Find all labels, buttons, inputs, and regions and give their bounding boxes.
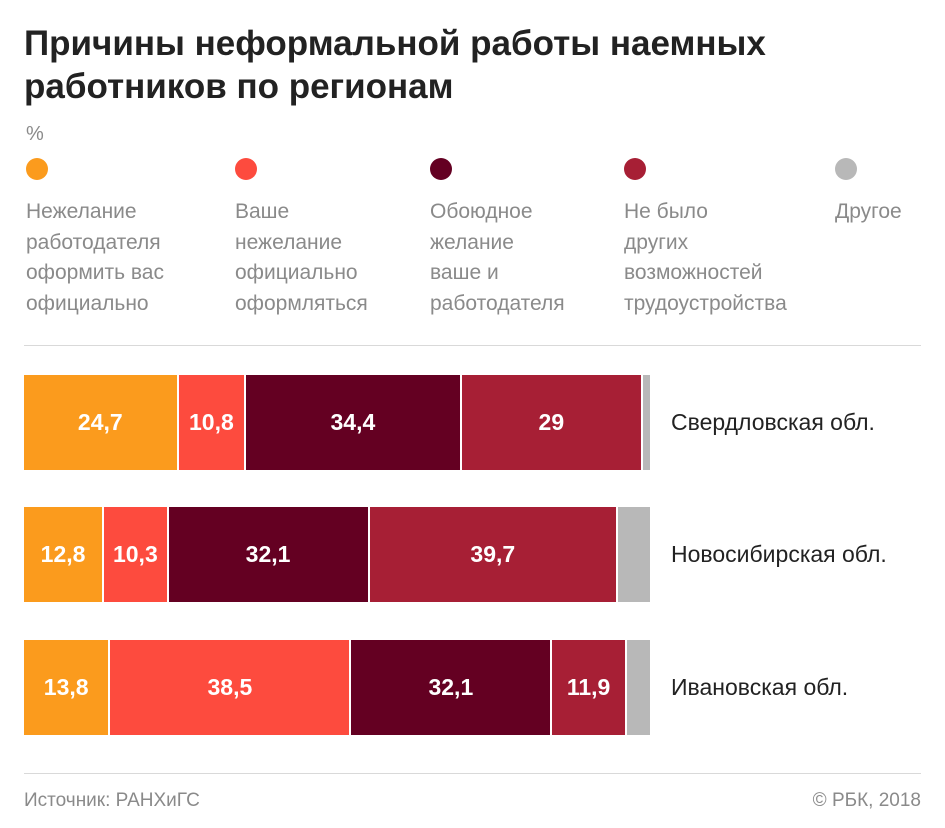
bar-segment: 29 xyxy=(461,375,642,470)
legend-item-mutual: Обоюдное желание ваше и работодателя xyxy=(430,158,565,319)
legend-label: Не было других возможностей трудоустройс… xyxy=(624,200,787,315)
bar-segment: 11,9 xyxy=(552,640,625,735)
legend-item-own-refusal: Ваше нежелание официально оформляться xyxy=(235,158,368,319)
bar-segment: 12,8 xyxy=(24,507,103,602)
legend-label: Нежелание работодателя оформить вас офиц… xyxy=(26,200,164,315)
bar-segment xyxy=(618,507,650,602)
bar-segment: 39,7 xyxy=(369,507,617,602)
bar-segment xyxy=(643,375,650,470)
bar-row-sverdlovsk: 24,7 10,8 34,4 29 xyxy=(24,375,650,470)
bar-value-label: 38,5 xyxy=(207,674,253,700)
bar-row-ivanovo: 13,8 38,5 32,1 11,9 xyxy=(24,640,650,735)
bar-row-novosibirsk: 12,8 10,3 32,1 39,7 xyxy=(24,507,650,602)
legend-item-other: Другое xyxy=(835,158,902,228)
bottom-divider xyxy=(24,773,921,774)
bar-value-label: 13,8 xyxy=(43,674,89,700)
legend-dot-icon xyxy=(26,158,48,180)
legend-dot-icon xyxy=(624,158,646,180)
bar-segment: 10,8 xyxy=(178,375,245,470)
bar-segment: 10,3 xyxy=(104,507,167,602)
legend-item-no-options: Не было других возможностей трудоустройс… xyxy=(624,158,787,319)
bar-value-label: 12,8 xyxy=(40,541,86,567)
unit-label: % xyxy=(26,123,44,145)
bar-value-label: 29 xyxy=(538,409,565,435)
legend-label: Другое xyxy=(835,200,902,223)
bar-value-label: 32,1 xyxy=(245,541,291,567)
bar-segment: 32,1 xyxy=(351,640,551,735)
top-divider xyxy=(24,345,921,346)
bar-segment: 24,7 xyxy=(24,375,177,470)
bar-value-label: 10,8 xyxy=(189,409,234,435)
bar-segment: 34,4 xyxy=(246,375,460,470)
legend-dot-icon xyxy=(835,158,857,180)
bar-value-label: 32,1 xyxy=(428,674,474,700)
bar-segment: 13,8 xyxy=(24,640,109,735)
bar-segment xyxy=(626,640,650,735)
legend-dot-icon xyxy=(430,158,452,180)
copyright-note: © РБК, 2018 xyxy=(812,790,921,811)
bar-segment: 32,1 xyxy=(168,507,368,602)
legend-label: Обоюдное желание ваше и работодателя xyxy=(430,200,565,315)
chart-title: Причины неформальной работы наемных рабо… xyxy=(24,24,766,106)
bar-segment: 38,5 xyxy=(110,640,350,735)
legend-label: Ваше нежелание официально оформляться xyxy=(235,200,368,315)
bar-value-label: 24,7 xyxy=(77,409,123,435)
category-label: Новосибирская обл. xyxy=(671,541,887,567)
category-label: Свердловская обл. xyxy=(671,409,875,435)
bar-value-label: 11,9 xyxy=(566,674,611,700)
bar-value-label: 34,4 xyxy=(330,409,376,435)
bar-value-label: 10,3 xyxy=(112,541,158,567)
source-note: Источник: РАНХиГС xyxy=(24,790,200,811)
bar-value-label: 39,7 xyxy=(470,541,516,567)
legend-dot-icon xyxy=(235,158,257,180)
legend-item-employer-refusal: Нежелание работодателя оформить вас офиц… xyxy=(26,158,164,319)
category-label: Ивановская обл. xyxy=(671,674,849,700)
